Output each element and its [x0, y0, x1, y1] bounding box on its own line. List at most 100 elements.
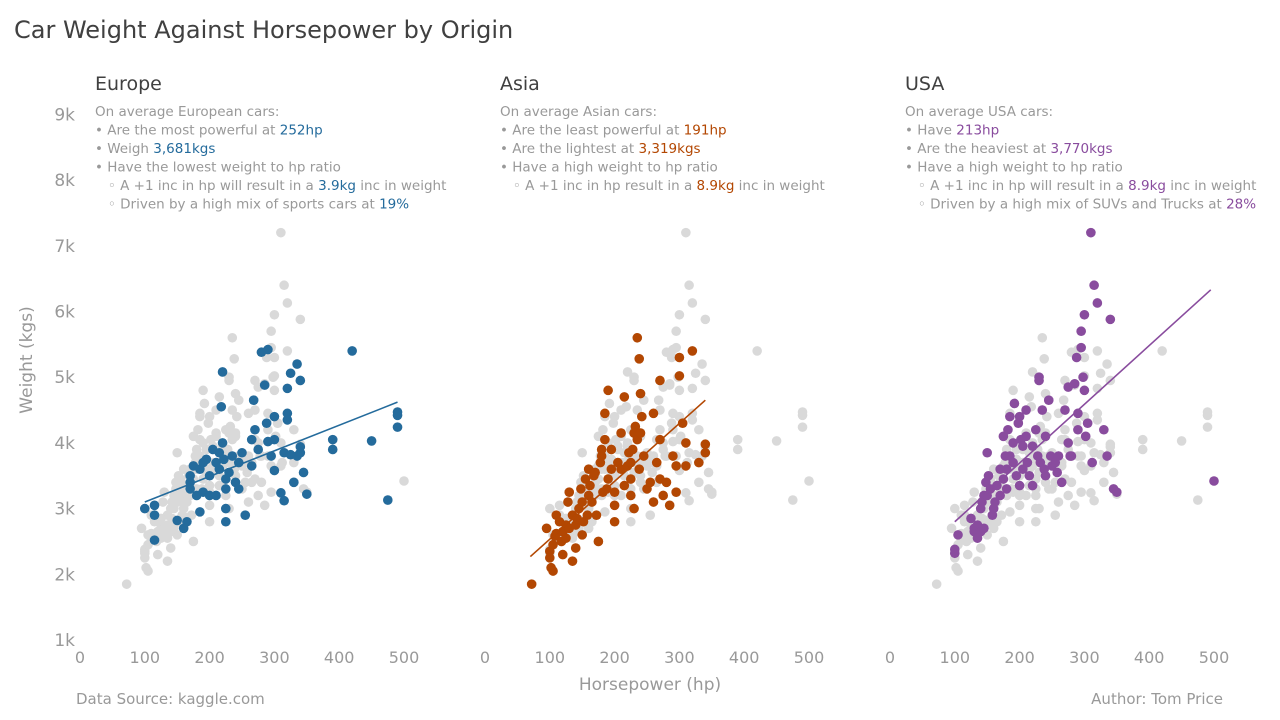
annotation-highlight: 28% [1226, 197, 1256, 213]
data-point [298, 467, 309, 478]
background-point [1027, 367, 1038, 377]
background-points [121, 227, 409, 589]
background-point [143, 530, 153, 540]
data-point [1014, 480, 1025, 491]
background-point [204, 500, 215, 511]
data-point [687, 346, 698, 356]
data-point [966, 513, 976, 524]
data-point [263, 344, 273, 355]
background-point [1058, 395, 1069, 405]
x-tick-label: 300 [1069, 648, 1100, 667]
annotation-text: ◦ A +1 inc in hp result in a [500, 178, 697, 194]
background-point [645, 510, 656, 520]
data-point [1063, 438, 1073, 448]
data-point [1086, 227, 1096, 238]
background-point [224, 375, 234, 386]
data-point [149, 535, 160, 545]
annotation-text: inc in weight [356, 178, 446, 194]
data-point [668, 451, 678, 461]
background-point [268, 372, 278, 383]
background-point [295, 314, 306, 325]
data-point [635, 388, 646, 399]
data-point [677, 418, 688, 428]
background-point [289, 424, 299, 435]
annotation-line: ◦ A +1 inc in hp will result in a 3.9kg … [95, 178, 446, 194]
data-point [276, 488, 286, 498]
background-point [1063, 490, 1073, 501]
background-point [752, 346, 762, 356]
data-point [593, 536, 604, 547]
annotation-highlight: 8.9kg [697, 178, 735, 194]
data-point [1011, 470, 1022, 481]
data-point [630, 421, 641, 432]
data-point [140, 503, 150, 514]
background-point [653, 395, 664, 405]
y-tick-label: 5k [54, 368, 75, 388]
annotation-highlight: 213hp [956, 123, 999, 139]
chart-panels: 0 100 200 300 400 500 1k 2k 3k 4k 5k 6k 7k 8k 9k Weight… [17, 73, 1256, 695]
y-tick-label: 1k [54, 631, 75, 651]
panel-title: Europe [95, 73, 162, 95]
background-point [626, 516, 636, 527]
y-tick-label: 8k [54, 171, 75, 191]
background-point [250, 405, 260, 415]
data-point [1014, 411, 1025, 422]
y-tick-label: 4k [54, 434, 75, 454]
background-point [1014, 487, 1025, 497]
background-point [1092, 408, 1103, 419]
data-point [661, 477, 672, 488]
data-point [327, 434, 338, 445]
background-point [1079, 352, 1090, 363]
background-points [526, 227, 814, 589]
background-point [577, 447, 587, 458]
data-point [219, 454, 229, 465]
data-point [998, 474, 1009, 484]
background-point [165, 543, 176, 553]
data-point [285, 368, 296, 379]
data-point [1043, 395, 1054, 405]
annotation-text: inc in weight [1166, 178, 1256, 194]
data-point [567, 556, 578, 566]
data-point [1040, 431, 1051, 442]
data-point [253, 444, 263, 455]
background-point [279, 280, 289, 291]
data-point [185, 470, 195, 481]
data-point [606, 464, 617, 474]
background-point [681, 488, 691, 498]
background-point [399, 476, 409, 486]
background-point [732, 434, 743, 445]
data-point [1099, 424, 1109, 435]
x-tick-label: 300 [259, 648, 290, 667]
background-point [671, 342, 681, 353]
data-point [576, 484, 586, 494]
annotation-text: • Are the least powerful at [500, 123, 684, 139]
data-point [983, 470, 994, 481]
data-point [1005, 411, 1015, 422]
background-point [173, 470, 184, 481]
background-point [1076, 487, 1086, 497]
x-tick-label: 100 [940, 648, 971, 667]
background-point [259, 500, 270, 511]
panel-annotation: On average Asian cars: • Are the least po… [500, 104, 825, 194]
background-point [180, 497, 190, 507]
data-point [269, 434, 280, 445]
background-point [622, 367, 633, 377]
y-tick-label: 7k [54, 237, 75, 257]
background-point [1053, 497, 1064, 507]
x-tick-label: 0 [480, 648, 490, 667]
background-point [687, 298, 698, 308]
data-point [992, 480, 1002, 491]
data-point [1021, 431, 1031, 442]
background-point [188, 536, 199, 547]
data-point [658, 490, 668, 501]
data-point [637, 411, 647, 422]
background-point [266, 326, 276, 337]
background-point [975, 543, 986, 553]
data-point [1022, 457, 1033, 468]
data-point [1027, 480, 1038, 491]
data-point [645, 477, 656, 488]
data-point [979, 523, 989, 534]
y-axis-label: Weight (kgs) [17, 306, 37, 413]
data-point [596, 444, 607, 455]
